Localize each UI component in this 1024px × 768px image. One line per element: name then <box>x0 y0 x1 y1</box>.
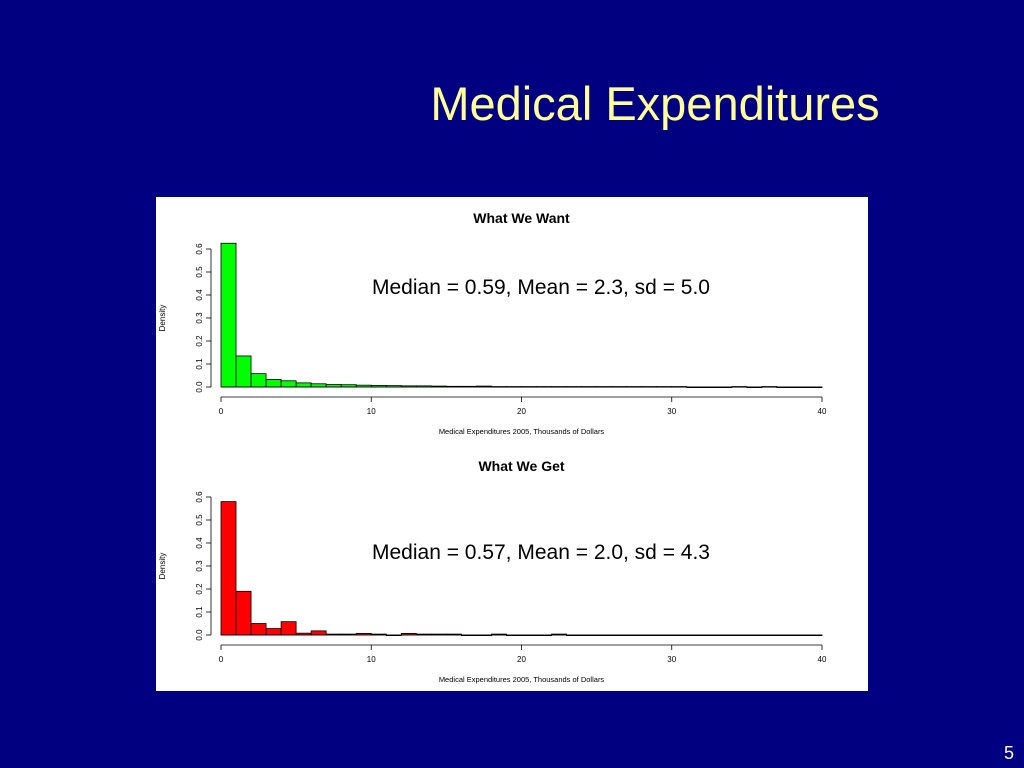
y-tick-label: 0.4 <box>195 537 204 549</box>
y-tick-label: 0.4 <box>195 289 204 301</box>
y-tick-label: 0.6 <box>195 491 204 503</box>
y-tick-label: 0.3 <box>195 312 204 324</box>
histogram-bar <box>235 355 252 388</box>
histogram-bar <box>220 242 237 388</box>
histogram-bar <box>250 373 267 388</box>
x-tick-label: 30 <box>667 655 676 664</box>
y-tick-label: 0.0 <box>195 629 204 641</box>
histogram-bar <box>295 382 312 388</box>
x-tick-label: 30 <box>667 407 676 416</box>
y-tick-label: 0.2 <box>195 583 204 595</box>
y-tick-label: 0.6 <box>195 243 204 255</box>
histogram-bar <box>250 623 267 636</box>
y-axis-label: Density <box>158 305 167 332</box>
histogram-bar <box>280 380 297 388</box>
chart-title-want: What We Want <box>473 210 570 226</box>
x-axis-label: Medical Expenditures 2005, Thousands of … <box>439 427 605 436</box>
y-axis-label: Density <box>158 553 167 580</box>
y-tick-label: 0.5 <box>195 266 204 278</box>
histogram-bar <box>310 383 327 388</box>
y-tick-label: 0.1 <box>195 606 204 618</box>
y-tick-label: 0.5 <box>195 514 204 526</box>
histogram-bar <box>280 621 297 636</box>
histogram-bar <box>310 630 327 636</box>
x-axis-label: Medical Expenditures 2005, Thousands of … <box>439 675 605 684</box>
histogram-figure: What We Want 0 10 20 30 40 Medical Expenditure… <box>158 210 827 684</box>
x-tick-label: 0 <box>219 407 224 416</box>
x-tick-label: 40 <box>818 407 827 416</box>
histogram-bar <box>265 379 282 388</box>
x-tick-label: 20 <box>517 655 526 664</box>
y-tick-label: 0.3 <box>195 560 204 572</box>
chart-title-get: What We Get <box>478 458 564 474</box>
histogram-bar <box>235 590 252 636</box>
y-tick-label: 0.1 <box>195 358 204 370</box>
histogram-bar <box>265 628 282 636</box>
summary-stats-annotation-get: Median = 0.57, Mean = 2.0, sd = 4.3 <box>372 541 710 564</box>
x-tick-label: 10 <box>367 655 376 664</box>
x-tick-label: 10 <box>367 407 376 416</box>
histogram-bar <box>220 501 237 636</box>
y-tick-label: 0.2 <box>195 335 204 347</box>
x-tick-label: 0 <box>219 655 224 664</box>
y-tick-label: 0.0 <box>195 381 204 393</box>
page-number: 5 <box>1003 743 1014 763</box>
figure-panel: What We Want 0 10 20 30 40 Medical Expenditure… <box>156 197 868 691</box>
slide-title: Medical Expenditures <box>430 77 880 130</box>
summary-stats-annotation-want: Median = 0.59, Mean = 2.3, sd = 5.0 <box>372 276 710 299</box>
x-tick-label: 40 <box>818 655 827 664</box>
x-tick-label: 20 <box>517 407 526 416</box>
